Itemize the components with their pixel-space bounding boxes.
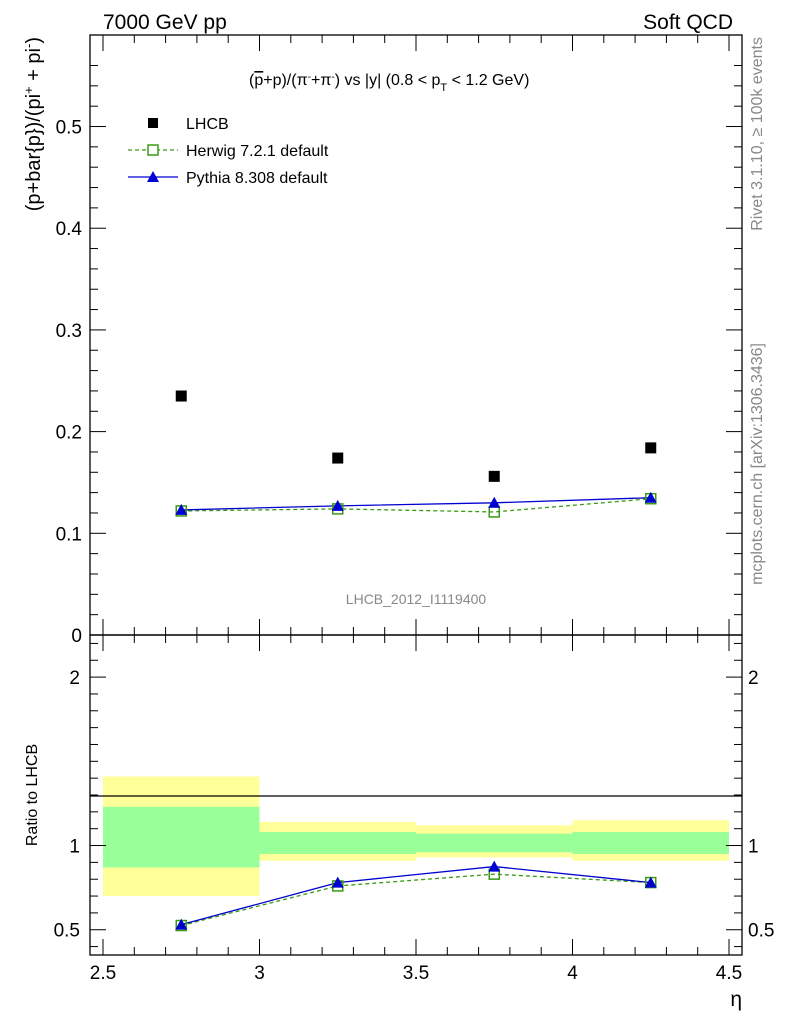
main-y-tick-label: 0.1: [56, 524, 82, 545]
main-point-series-0: [332, 452, 344, 464]
ratio-axis-ticks: 0.5 0.5 1 1 2 2 2.5 3 3.5 4 4.5: [54, 635, 774, 984]
main-y-tick-label: 0.3: [56, 321, 82, 342]
legend-label-herwig: Herwig 7.2.1 default: [186, 143, 329, 160]
main-series-lines: [181, 497, 651, 513]
legend-label-pythia: Pythia 8.308 default: [186, 170, 328, 187]
x-tick-label: 3.5: [403, 963, 429, 984]
main-point-series-2: [488, 496, 501, 508]
ratio-stat-band: [259, 832, 416, 854]
main-point-series-0: [488, 470, 500, 482]
main-point-series-2: [175, 503, 188, 515]
ratio-y-tick-label-left: 1: [69, 837, 80, 858]
ratio-uncertainty-bands: [103, 776, 729, 897]
legend-marker-lhcb: [148, 118, 158, 128]
ratio-point-series-1: [488, 860, 501, 872]
main-point-series-0: [645, 442, 657, 454]
mcplots-label: mcplots.cern.ch [arXiv:1306.3436]: [749, 343, 766, 585]
main-series-markers: [175, 390, 657, 518]
x-tick-label: 3: [254, 963, 265, 984]
ratio-line-series-0: [181, 873, 651, 927]
ratio-point-series-1: [175, 918, 188, 930]
main-point-series-2: [644, 491, 657, 503]
header-right: Soft QCD: [643, 11, 733, 34]
main-y-tick-label: 0.5: [56, 118, 82, 139]
ratio-y-tick-label-left: 2: [69, 668, 80, 689]
analysis-watermark: LHCB_2012_I1119400: [346, 591, 487, 607]
main-point-series-0: [175, 390, 187, 402]
ratio-plot-panel: 0.5 0.5 1 1 2 2 2.5 3 3.5 4 4.5 Ratio to LHCB η: [24, 634, 774, 1011]
main-y-tick-label: 0.2: [56, 423, 82, 444]
legend: LHCB Herwig 7.2.1 default Pythia 8.308 d…: [128, 116, 329, 187]
main-plot-title: (p+p)/(π-+π-) vs |y| (0.8 < pT < 1.2 GeV…: [249, 72, 529, 95]
ratio-series-lines: [181, 865, 651, 927]
legend-item-pythia: Pythia 8.308 default: [128, 170, 328, 187]
ratio-y-axis-label: Ratio to LHCB: [24, 744, 41, 846]
legend-label-lhcb: LHCB: [186, 116, 229, 133]
rivet-label: Rivet 3.1.10, ≥ 100k events: [749, 37, 766, 231]
ratio-y-tick-label-right: 0.5: [748, 921, 774, 942]
ratio-y-tick-label-left: 0.5: [54, 921, 80, 942]
main-line-series-2: [181, 497, 651, 511]
ratio-plot-frame: [89, 634, 743, 956]
ratio-stat-band: [572, 832, 729, 854]
legend-marker-pythia: [147, 171, 159, 182]
main-axis-ticks: 0.1 0.2 0.3 0.4 0.5: [56, 35, 742, 636]
ratio-point-series-1: [644, 876, 657, 888]
ratio-y-tick-label-right: 1: [748, 837, 759, 858]
legend-marker-herwig: [147, 144, 159, 156]
x-tick-label: 2.5: [90, 963, 116, 984]
legend-item-lhcb: LHCB: [148, 116, 229, 133]
main-y-tick-label: 0.4: [56, 219, 83, 240]
ratio-series-markers: [175, 860, 657, 932]
main-line-series-1: [181, 498, 651, 513]
x-tick-label: 4.5: [716, 963, 742, 984]
ratio-stat-band: [416, 833, 573, 853]
ratio-stat-band: [103, 806, 260, 868]
x-tick-label: 4: [567, 963, 578, 984]
header-left: 7000 GeV pp: [103, 11, 227, 34]
ratio-x-axis-label: η: [730, 988, 742, 1011]
main-y-zero-label: 0: [71, 626, 82, 647]
ratio-y-tick-label-right: 2: [748, 668, 759, 689]
main-y-axis-label: (p+bar{p})/(pi+ + pi-): [21, 37, 46, 211]
main-point-series-2: [331, 499, 344, 511]
legend-item-herwig: Herwig 7.2.1 default: [128, 143, 329, 160]
ratio-point-series-1: [331, 876, 344, 888]
ratio-line-series-1: [181, 865, 651, 926]
pbar-symbol: p: [254, 72, 263, 89]
main-plot-panel: 0.1 0.2 0.3 0.4 0.5 (p+p)/(π-+π-) vs |y| (0.…: [21, 34, 743, 647]
